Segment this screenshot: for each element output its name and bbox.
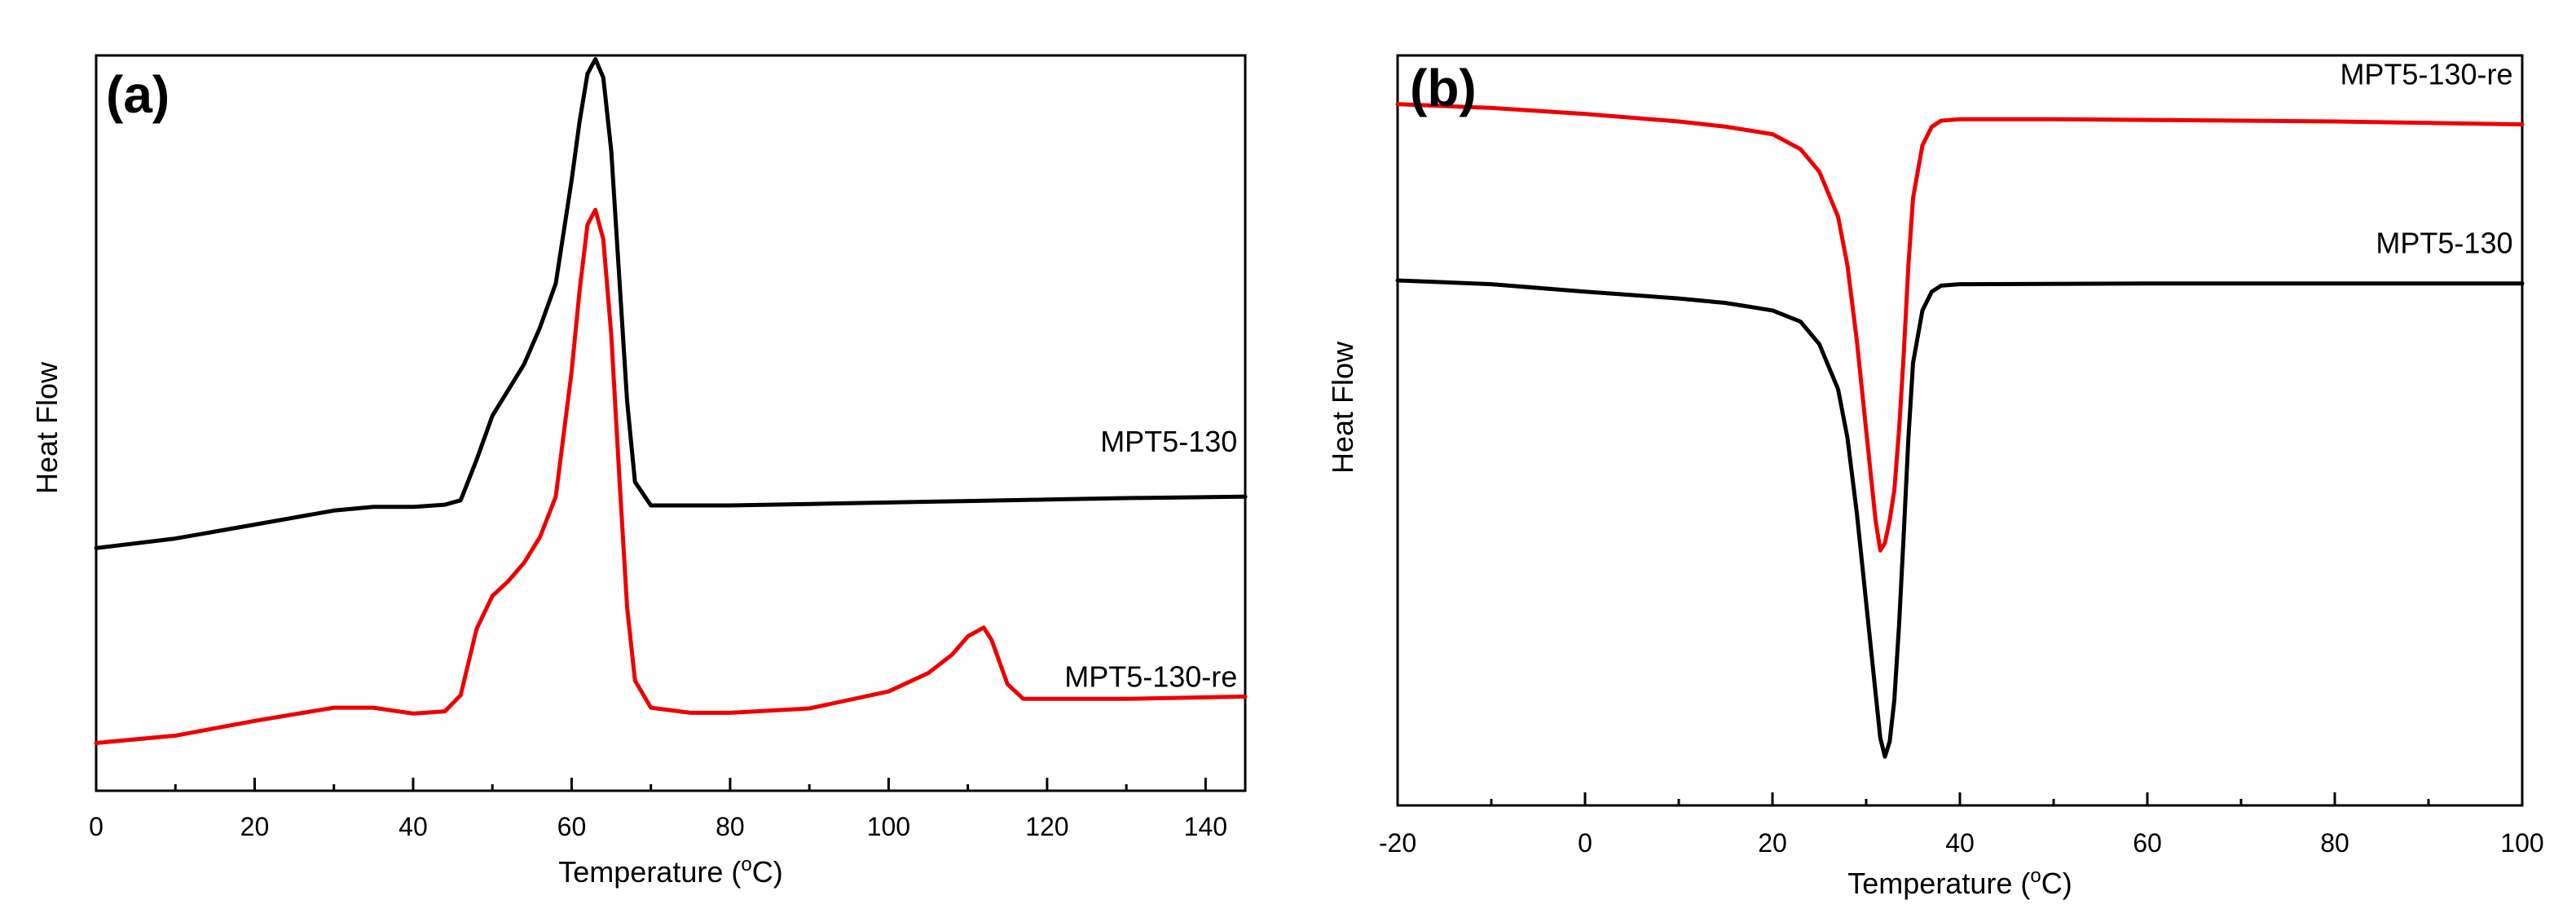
x-tick-label: 100	[867, 812, 910, 841]
series-label: MPT5-130	[2376, 226, 2512, 259]
series-line-mpt5-130	[1395, 278, 2525, 759]
x-tick-label: 60	[557, 812, 587, 841]
x-tick-label: 80	[716, 812, 745, 841]
panel-a-x-axis-title: Temperature (oC)	[558, 854, 782, 889]
panel-a-x-tick-labels: 0 20 40 60 80 100 120 140	[89, 812, 1227, 841]
x-tick-label: 0	[89, 812, 103, 841]
series-line-mpt5-130-re	[94, 207, 1248, 745]
panel-a-chart: 0 20 40 60 80 100 120 140 MPT5-130 MPT5-130-re (…	[30, 54, 1248, 889]
panel-b-x-axis-title: Temperature (oC)	[1847, 865, 2072, 900]
panel-b-x-ticks	[1396, 792, 2524, 805]
series-label: MPT5-130-re	[2340, 57, 2512, 90]
x-tick-label: 140	[1184, 812, 1227, 841]
x-tick-label: 60	[2133, 828, 2162, 858]
x-tick-label: -20	[1379, 828, 1416, 858]
panel-a-y-axis-title: Heat Flow	[30, 361, 64, 494]
panel-b-x-tick-labels: -20 0 20 40 60 80 100	[1379, 828, 2544, 858]
series-label: MPT5-130-re	[1064, 660, 1237, 694]
panel-b-series-labels: MPT5-130-re MPT5-130	[2340, 57, 2512, 259]
series-line-mpt5-130	[94, 57, 1248, 550]
x-tick-label: 40	[1945, 828, 1975, 858]
x-tick-label: 100	[2500, 828, 2543, 858]
x-tick-label: 120	[1025, 812, 1068, 841]
panel-a-plot-frame	[95, 54, 1247, 792]
panel-b-y-axis-title: Heat Flow	[1326, 341, 1359, 474]
panel-a-x-ticks	[95, 778, 1207, 791]
panel-b-plot-frame	[1396, 54, 2524, 807]
x-tick-label: 0	[1578, 828, 1592, 858]
panel-b-label: (b)	[1410, 59, 1477, 117]
x-tick-label: 20	[1758, 828, 1787, 858]
x-tick-label: 20	[240, 812, 270, 841]
series-label: MPT5-130	[1100, 425, 1237, 458]
panel-a-series-labels: MPT5-130 MPT5-130-re	[1064, 425, 1237, 694]
panel-b-series	[1395, 102, 2525, 759]
series-line-mpt5-130-re	[1395, 102, 2525, 553]
x-tick-label: 40	[399, 812, 428, 841]
panel-a-label: (a)	[106, 65, 170, 124]
panel-a-series	[94, 57, 1248, 745]
x-tick-label: 80	[2320, 828, 2349, 858]
